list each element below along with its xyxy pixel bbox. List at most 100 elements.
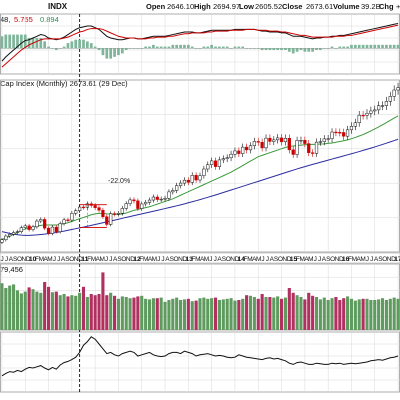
price-candle [97, 207, 101, 211]
grid-layer [0, 13, 400, 393]
macd-histogram-bar [113, 48, 116, 57]
volume-bar [97, 294, 101, 330]
volume-bar [78, 292, 82, 330]
price-candle [93, 205, 97, 208]
volume-bar [245, 295, 249, 330]
price-candle [8, 234, 12, 237]
volume-bar [272, 297, 276, 330]
price-candle [322, 138, 326, 142]
x-axis-tick-label: M [204, 256, 209, 263]
x-axis-tick-label: A [61, 256, 66, 263]
macd-histogram-bar [210, 44, 214, 49]
price-candle [23, 225, 27, 228]
x-axis-tick-label: S [222, 256, 227, 263]
volume-bar [233, 300, 237, 330]
price-candle [225, 157, 229, 159]
x-axis-tick-label: M [91, 256, 96, 263]
x-axis-tick-label: M [360, 256, 365, 263]
volume-bar [116, 298, 120, 330]
price-candle [132, 199, 136, 202]
price-candle [361, 114, 365, 117]
price-candle [373, 109, 377, 112]
price-candle [105, 216, 109, 225]
x-axis-tick-label: O [174, 256, 179, 263]
price-candle [109, 213, 113, 225]
volume-bar [144, 298, 148, 330]
volume-bar [182, 299, 187, 330]
volume-bar [256, 298, 260, 330]
volume-bar [210, 298, 214, 330]
macd-histogram-bar [388, 44, 392, 49]
volume-bar [384, 300, 388, 330]
x-axis-tick-label: 16 [342, 256, 350, 263]
macd-histogram-bar [198, 48, 202, 49]
price-candle [276, 137, 280, 141]
x-axis-tick-label: S [326, 256, 331, 263]
x-axis-tick-label: O [121, 256, 126, 263]
price-candle [330, 131, 334, 139]
price-candle [206, 164, 210, 170]
price-candle [369, 110, 373, 114]
macd-histogram-bar [117, 48, 120, 56]
price-candle [279, 137, 284, 143]
price-candle [190, 175, 194, 183]
ohlc-volume-label: Volume [333, 2, 360, 11]
volume-bar [287, 288, 291, 330]
volume-bar [311, 295, 315, 330]
price-candle [58, 223, 62, 232]
price-candle [272, 139, 276, 142]
x-axis-tick-label: N [230, 256, 235, 263]
macd-line [1, 22, 399, 62]
price-candle [349, 126, 354, 131]
volume-bar [35, 291, 39, 330]
price-candle [264, 137, 268, 149]
x-axis-tick-label: A [374, 256, 379, 263]
volume-bar [128, 298, 132, 330]
macd-histogram-bar [66, 43, 70, 49]
volume-bar [322, 297, 326, 330]
macd-histogram-bar [20, 34, 23, 49]
price-candle [303, 140, 307, 144]
price-candle [248, 145, 253, 151]
volume-bar [225, 298, 229, 330]
volume-bar [241, 298, 245, 330]
price-candle [256, 141, 260, 143]
volume-bar [4, 288, 8, 330]
volume-bar [89, 294, 93, 330]
macd-histogram-bar [353, 44, 357, 49]
volume-bar [43, 282, 47, 330]
volume-bar [105, 295, 109, 330]
volume-bar [190, 301, 194, 330]
volume-bar [221, 299, 225, 330]
volume-panel [0, 272, 400, 330]
volume-bar [198, 298, 202, 330]
moving-average-fast [1, 115, 399, 241]
macd-histogram-bar [307, 48, 311, 52]
price-candle [314, 141, 319, 154]
x-axis-tick-label: A [304, 256, 309, 263]
price-candle [287, 137, 291, 151]
volume-bar [229, 298, 233, 330]
x-axis-tick-label: O [278, 256, 283, 263]
macd-histogram-bar [241, 46, 245, 49]
price-candle [326, 138, 330, 140]
macd-histogram-bar [361, 44, 365, 49]
price-candle [244, 146, 249, 151]
price-candle [388, 96, 392, 102]
x-axis-tick-label: 15 [290, 256, 298, 263]
price-candle [217, 159, 222, 167]
x-axis-tick-label: D [391, 256, 396, 263]
volume-bar [39, 292, 43, 330]
macd-histogram-bar [144, 46, 147, 49]
x-axis-tick-label: A [252, 256, 257, 263]
x-axis-tick-label: J [370, 256, 373, 263]
x-axis-tick-label: O [382, 256, 387, 263]
macd-histogram-bar [0, 36, 4, 49]
volume-bar [346, 296, 350, 330]
ohlc-high-label: High [194, 2, 211, 11]
volume-bar [171, 298, 175, 330]
macd-histogram-bar [101, 48, 105, 56]
x-axis-tick-label: M [247, 256, 252, 263]
volume-bar [283, 297, 287, 330]
